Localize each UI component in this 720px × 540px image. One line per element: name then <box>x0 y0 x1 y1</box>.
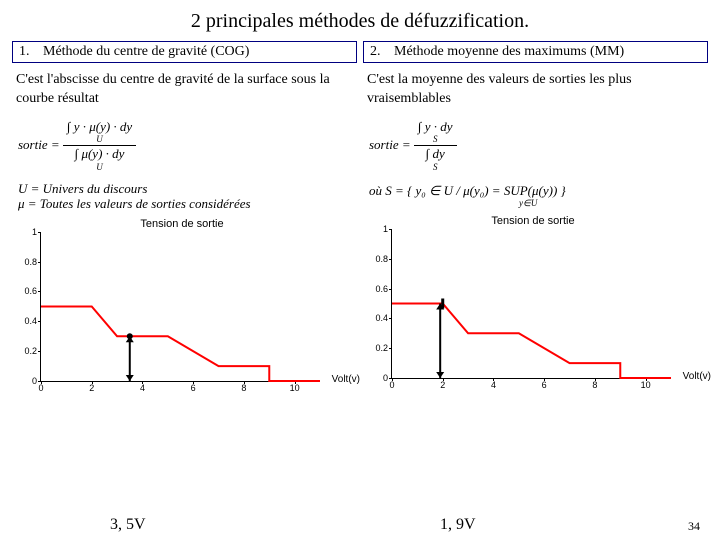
result-left: 3, 5V <box>110 516 146 534</box>
method-num-1: 1. <box>19 44 37 60</box>
method-label-1: Méthode du centre de gravité (COG) <box>43 44 350 60</box>
method-label-2: Méthode moyenne des maximums (MM) <box>394 44 701 60</box>
col-right: 2. Méthode moyenne des maximums (MM) C'e… <box>363 41 708 398</box>
chart-title-right: Tension de sortie <box>363 215 703 227</box>
formula-right: sortie = ∫ y · dyS ∫ dyS où S = { y₀ ∈ U… <box>363 113 708 215</box>
formula-sub-bot-right: S <box>418 162 453 173</box>
page-title: 2 principales méthodes de défuzzificatio… <box>0 0 720 41</box>
method-box-1: 1. Méthode du centre de gravité (COG) <box>12 41 357 63</box>
legend-s: où S = { y₀ ∈ U / μ(y₀) = SUP(μ(y)) } <box>369 183 702 199</box>
formula-sub-top-left: U <box>67 134 132 145</box>
formula-num-left: ∫ y · μ(y) · dy <box>67 119 132 134</box>
sortie-label-left: sortie = <box>18 137 60 152</box>
legend-s-sub: y∈U <box>369 198 702 209</box>
formula-left: sortie = ∫ y · μ(y) · dyU ∫ μ(y) · dyU U… <box>12 113 357 218</box>
formula-den-left: ∫ μ(y) · dy <box>75 146 125 161</box>
plot-right: 00.20.40.60.810246810Volt(v) <box>391 229 671 379</box>
columns: 1. Méthode du centre de gravité (COG) C'… <box>0 41 720 398</box>
desc-right: C'est la moyenne des valeurs de sorties … <box>363 71 708 113</box>
result-right: 1, 9V <box>440 516 476 534</box>
desc-left: C'est l'abscisse du centre de gravité de… <box>12 71 357 113</box>
col-left: 1. Méthode du centre de gravité (COG) C'… <box>12 41 357 398</box>
formula-den-right: ∫ dy <box>426 146 445 161</box>
formula-sub-top-right: S <box>418 134 453 145</box>
method-box-2: 2. Méthode moyenne des maximums (MM) <box>363 41 708 63</box>
legend-u: U = Univers du discours <box>18 181 351 197</box>
legend-mu: μ = Toutes les valeurs de sorties consid… <box>18 196 351 212</box>
plot-left: 00.20.40.60.810246810Volt(v) <box>40 232 320 382</box>
chart-left: Tension de sortie 00.20.40.60.810246810V… <box>12 218 352 398</box>
chart-right: Tension de sortie 00.20.40.60.810246810V… <box>363 215 703 395</box>
page-number: 34 <box>688 519 700 534</box>
sortie-label-right: sortie = <box>369 137 411 152</box>
method-num-2: 2. <box>370 44 388 60</box>
formula-sub-bot-left: U <box>67 162 132 173</box>
formula-num-right: ∫ y · dy <box>418 119 453 134</box>
chart-title-left: Tension de sortie <box>12 218 352 230</box>
